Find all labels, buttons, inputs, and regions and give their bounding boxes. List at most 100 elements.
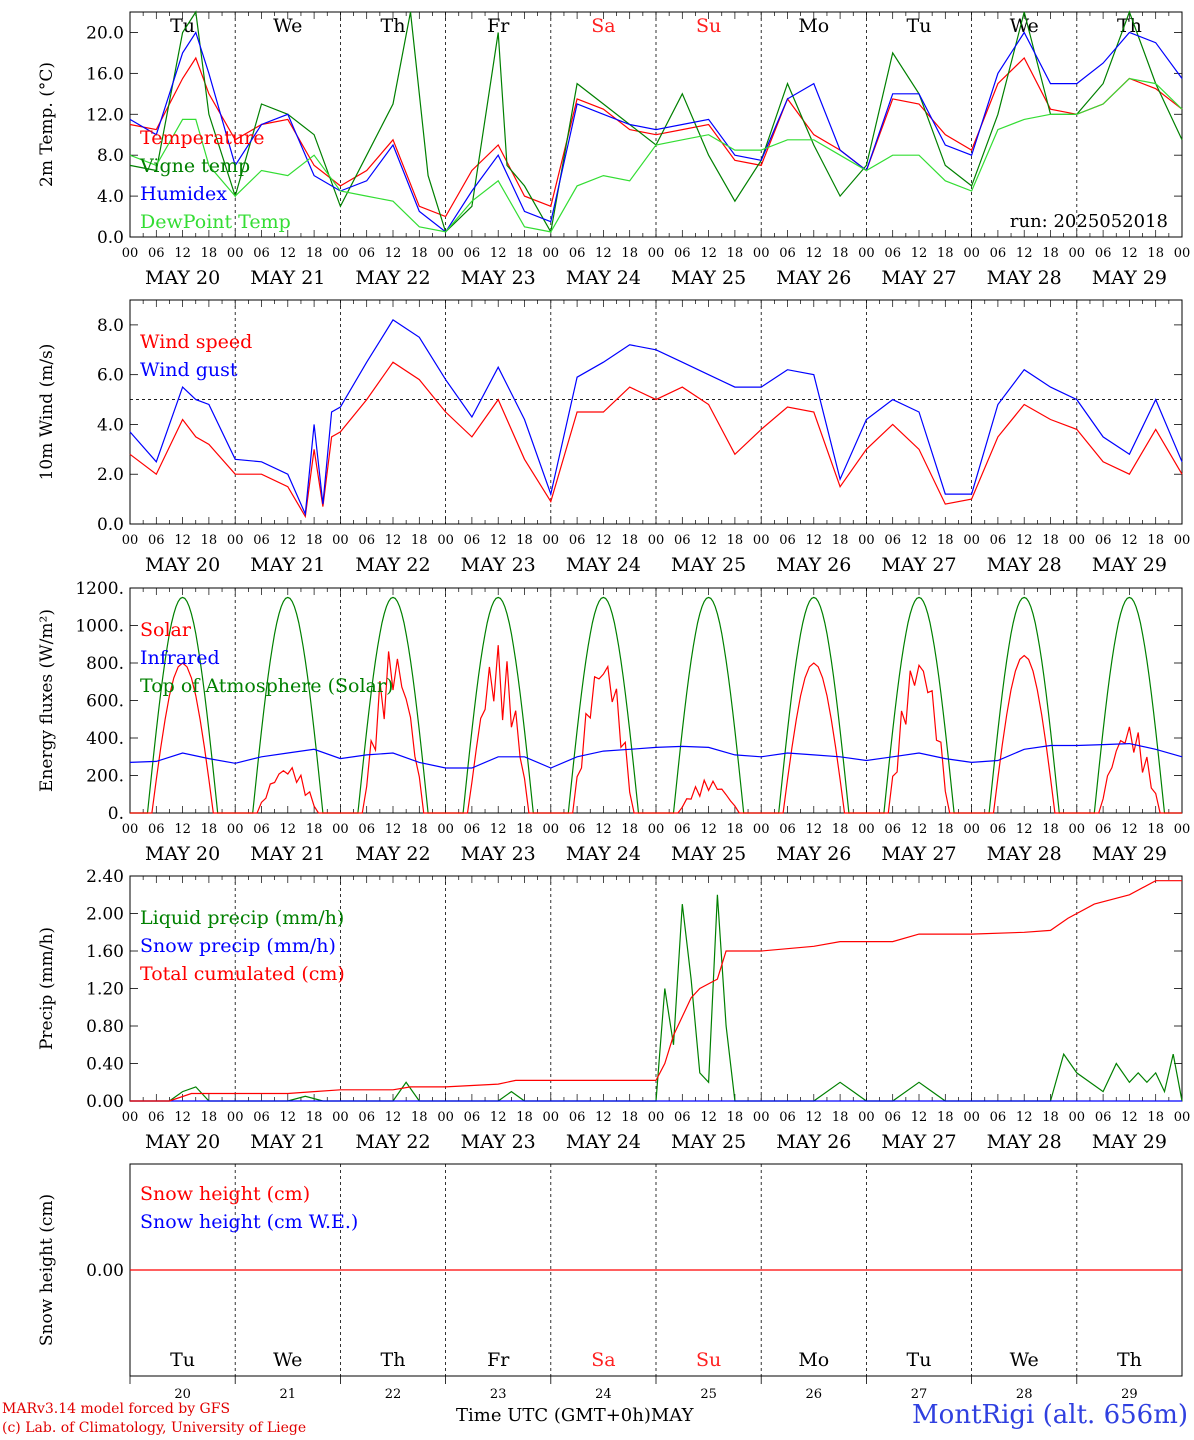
hour-tick-label: 12	[806, 822, 823, 837]
hour-tick-label: 06	[569, 533, 586, 548]
y-tick-label: 16.0	[86, 64, 124, 84]
hour-tick-label: 00	[122, 246, 139, 261]
hour-tick-label: 06	[569, 1110, 586, 1125]
hour-tick-label: 18	[621, 1110, 638, 1125]
hour-tick-label: 00	[753, 1110, 770, 1125]
date-tick-label: MAY 28	[987, 554, 1062, 576]
y-tick-label: 8.0	[97, 146, 124, 166]
day-number-label: 26	[806, 1387, 823, 1400]
hour-tick-label: 18	[411, 822, 428, 837]
day-label: Fr	[487, 15, 510, 37]
hour-tick-label: 12	[806, 533, 823, 548]
day-label: Sa	[591, 15, 615, 37]
hour-tick-label: 00	[332, 533, 349, 548]
date-tick-label: MAY 22	[355, 843, 430, 865]
date-tick-label: MAY 22	[355, 1131, 430, 1153]
day-number-label: 21	[280, 1387, 297, 1400]
date-tick-label: MAY 26	[776, 267, 851, 289]
hour-tick-label: 06	[464, 822, 481, 837]
hour-tick-label: 06	[674, 822, 691, 837]
date-tick-label: MAY 21	[250, 843, 325, 865]
hour-tick-label: 18	[306, 822, 323, 837]
day-label: Tu	[170, 1349, 195, 1371]
date-tick-label: MAY 29	[1092, 843, 1167, 865]
hour-tick-label: 00	[648, 533, 665, 548]
date-tick-label: MAY 20	[145, 1131, 220, 1153]
y-tick-label: 0.80	[86, 1017, 124, 1037]
hour-tick-label: 06	[464, 1110, 481, 1125]
hour-tick-label: 18	[937, 1110, 954, 1125]
hour-tick-label: 12	[280, 1110, 297, 1125]
y-tick-label: 1.60	[86, 942, 124, 962]
date-tick-label: MAY 28	[987, 843, 1062, 865]
hour-tick-label: 18	[516, 533, 533, 548]
legend-infrared: Infrared	[140, 647, 220, 669]
hour-tick-label: 12	[385, 533, 402, 548]
y-tick-label: 200.	[86, 767, 124, 787]
hour-tick-label: 18	[832, 1110, 849, 1125]
hour-tick-label: 06	[779, 246, 796, 261]
hour-tick-label: 18	[306, 1110, 323, 1125]
hour-tick-label: 18	[1147, 1110, 1164, 1125]
y-tick-label: 800.	[86, 654, 124, 674]
day-number-label: 25	[700, 1387, 717, 1400]
hour-tick-label: 18	[727, 533, 744, 548]
hour-tick-label: 00	[858, 246, 875, 261]
hour-tick-label: 18	[306, 246, 323, 261]
hour-tick-label: 18	[832, 822, 849, 837]
hour-tick-label: 06	[358, 1110, 375, 1125]
hour-tick-label: 06	[990, 1110, 1007, 1125]
date-tick-label: MAY 29	[1092, 554, 1167, 576]
day-label: Sa	[591, 1349, 615, 1371]
date-tick-label: MAY 25	[671, 554, 746, 576]
hour-tick-label: 06	[674, 246, 691, 261]
hour-tick-label: 06	[358, 533, 375, 548]
day-number-label: 27	[911, 1387, 928, 1400]
date-tick-label: MAY 27	[881, 843, 956, 865]
run-annotation: run: 2025052018	[1010, 211, 1168, 232]
hour-tick-label: 00	[332, 822, 349, 837]
hour-tick-label: 06	[1095, 246, 1112, 261]
hour-tick-label: 18	[516, 246, 533, 261]
hour-tick-label: 06	[884, 246, 901, 261]
hour-tick-label: 06	[253, 533, 270, 548]
date-tick-label: MAY 23	[461, 1131, 536, 1153]
panel-frame-3	[129, 587, 1183, 814]
hour-tick-label: 00	[122, 1110, 139, 1125]
date-tick-label: MAY 20	[145, 843, 220, 865]
hour-tick-label: 06	[358, 246, 375, 261]
legend-wind-speed: Wind speed	[140, 331, 252, 353]
hour-tick-label: 06	[253, 1110, 270, 1125]
date-tick-label: MAY 26	[776, 843, 851, 865]
hour-tick-label: 00	[753, 822, 770, 837]
date-tick-label: MAY 23	[461, 554, 536, 576]
hour-tick-label: 06	[990, 533, 1007, 548]
day-label: Th	[381, 1349, 406, 1371]
y-tick-label: 0.0	[97, 228, 124, 248]
legend-snow-height-cm-w-e-: Snow height (cm W.E.)	[140, 1211, 358, 1233]
day-label: We	[1010, 1349, 1039, 1371]
time-label: Time UTC (GMT+0h)	[456, 1405, 651, 1426]
hour-tick-label: 12	[1121, 533, 1138, 548]
hour-tick-label: 18	[1042, 533, 1059, 548]
day-label: Su	[696, 1349, 721, 1371]
hour-tick-label: 00	[1069, 822, 1086, 837]
time-axis-label: Time UTC (GMT+0h)MAY	[456, 1405, 693, 1426]
hour-tick-label: 12	[911, 533, 928, 548]
legend-liquid-precip-mm-h-: Liquid precip (mm/h)	[140, 907, 344, 929]
hour-tick-label: 00	[963, 533, 980, 548]
day-label: Th	[381, 15, 406, 37]
hour-tick-label: 18	[832, 533, 849, 548]
hour-tick-label: 12	[911, 246, 928, 261]
hour-tick-label: 06	[148, 822, 165, 837]
hour-tick-label: 06	[779, 1110, 796, 1125]
date-tick-label: MAY 27	[881, 554, 956, 576]
y-tick-label: 6.0	[97, 366, 124, 386]
hour-tick-label: 12	[1016, 822, 1033, 837]
hour-tick-label: 00	[437, 246, 454, 261]
series-line-dewpoint-temp	[129, 77, 1183, 233]
y-tick-label: 2.0	[97, 465, 124, 485]
hour-tick-label: 00	[227, 246, 244, 261]
date-tick-label: MAY 27	[881, 267, 956, 289]
hour-tick-label: 12	[1016, 533, 1033, 548]
